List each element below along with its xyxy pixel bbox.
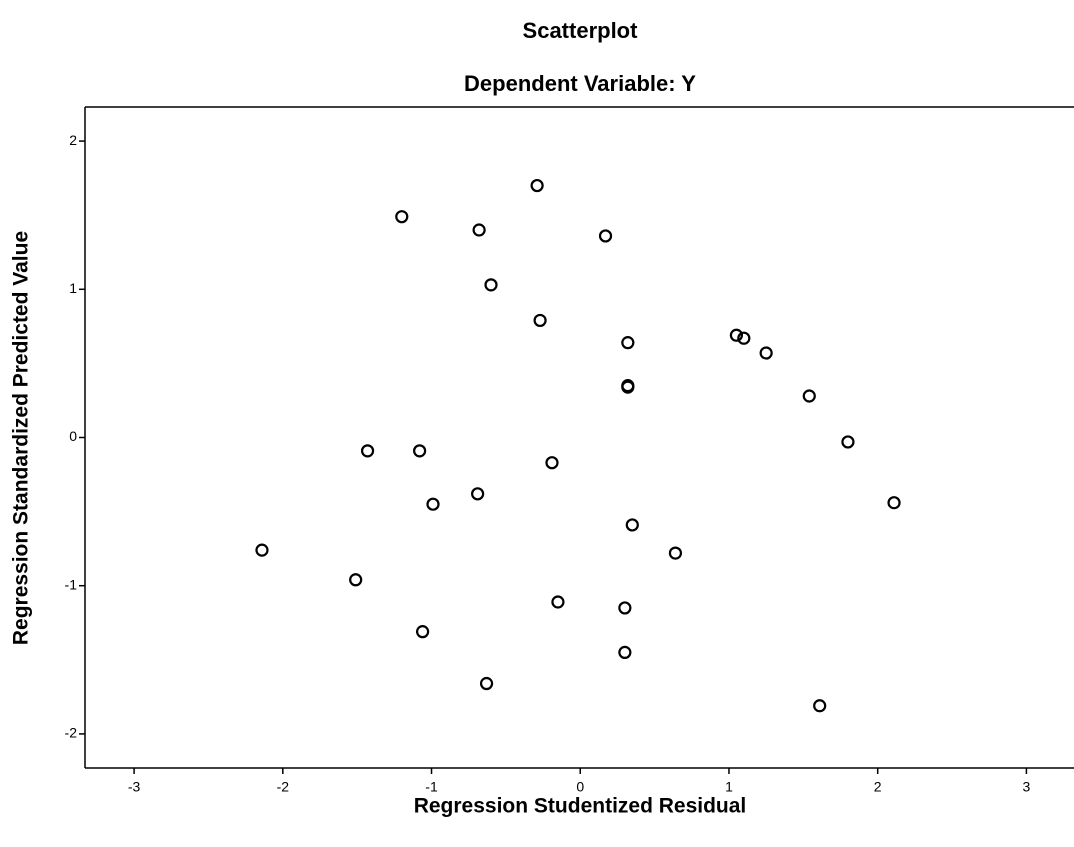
point	[627, 519, 638, 530]
y-tick-label: 1	[69, 280, 77, 296]
point	[414, 445, 425, 456]
point	[481, 678, 492, 689]
point	[256, 545, 267, 556]
y-tick-label: -2	[65, 725, 78, 741]
point	[842, 436, 853, 447]
point	[546, 457, 557, 468]
x-tick-label: 1	[725, 779, 733, 795]
point	[486, 279, 497, 290]
point	[670, 548, 681, 559]
y-axis-title: Regression Standardized Predicted Value	[10, 231, 33, 645]
x-axis-title: Regression Studentized Residual	[414, 795, 747, 818]
x-tick-label: -3	[128, 779, 141, 795]
point	[600, 230, 611, 241]
chart-subtitle: Dependent Variable: Y	[464, 71, 696, 96]
point	[552, 597, 563, 608]
point	[804, 391, 815, 402]
point	[619, 647, 630, 658]
point	[619, 602, 630, 613]
point	[350, 574, 361, 585]
point	[761, 348, 772, 359]
point	[362, 445, 373, 456]
x-tick-label: 0	[576, 779, 584, 795]
x-tick-label: 3	[1023, 779, 1031, 795]
y-tick-label: 0	[69, 428, 77, 444]
point	[622, 337, 633, 348]
point	[428, 499, 439, 510]
point	[889, 497, 900, 508]
point	[474, 225, 485, 236]
page: Scatterplot Dependent Variable: Y Regres…	[0, 0, 1074, 847]
chart: Scatterplot Dependent Variable: Y Regres…	[0, 0, 1074, 847]
x-tick-label: -1	[425, 779, 438, 795]
point	[396, 211, 407, 222]
y-tick-label: 2	[69, 132, 77, 148]
point	[814, 700, 825, 711]
point	[535, 315, 546, 326]
point	[472, 488, 483, 499]
chart-title: Scatterplot	[523, 18, 639, 43]
x-tick-label: -2	[277, 779, 290, 795]
point	[417, 626, 428, 637]
y-tick-label: -1	[65, 576, 78, 592]
point	[532, 180, 543, 191]
x-tick-label: 2	[874, 779, 882, 795]
